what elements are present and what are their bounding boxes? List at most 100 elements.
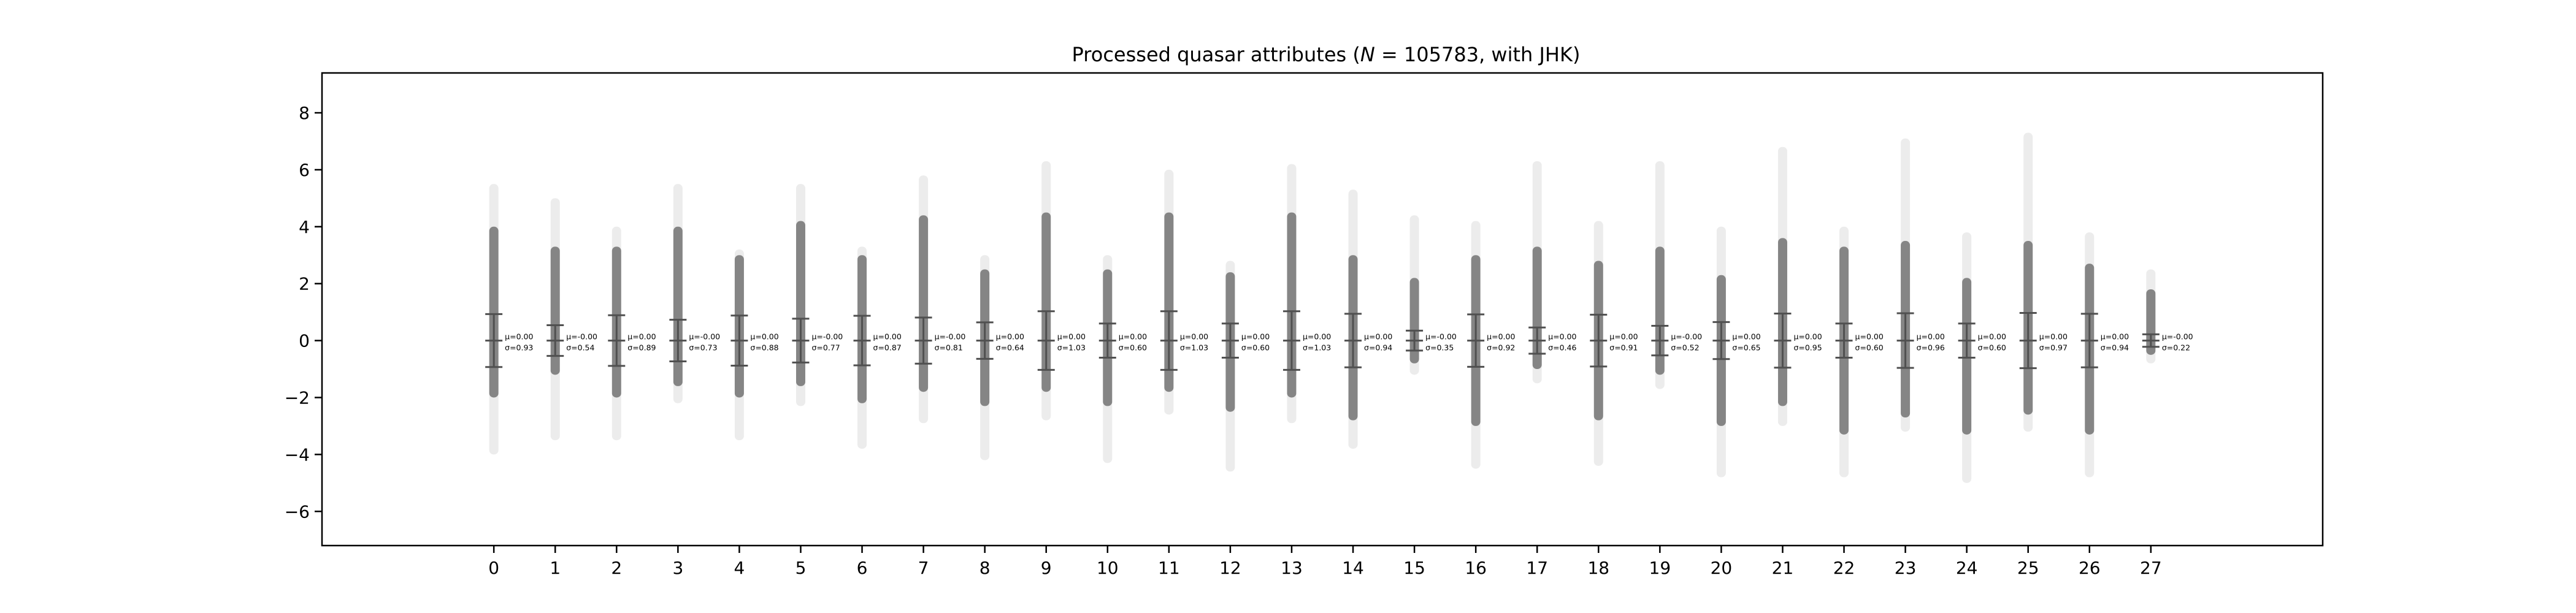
std-label: σ=0.96 <box>1917 343 1945 352</box>
mean-label: μ=0.00 <box>1303 332 1331 341</box>
errorbar-attribute-23 <box>1896 312 1914 369</box>
std-label: σ=0.89 <box>627 343 656 352</box>
chart-title-n: N <box>1360 43 1375 66</box>
strip-core <box>795 221 805 386</box>
x-tick-label: 5 <box>795 558 807 578</box>
std-label: σ=0.22 <box>2162 343 2190 352</box>
x-tick-label: 9 <box>1041 558 1052 578</box>
std-label: σ=0.54 <box>566 343 594 352</box>
x-axis: 0 1 2 3 4 5 6 7 8 9 10 11 12 13 14 15 16 17 18 19 20 21 22 23 24… <box>488 546 2162 578</box>
strip-core <box>1041 212 1051 392</box>
std-label: σ=0.73 <box>689 343 717 352</box>
errorbar-attribute-0 <box>485 313 503 368</box>
y-tick-label: −6 <box>285 501 310 522</box>
chart-title: Processed quasar attributes (N = 105783,… <box>1072 43 1581 66</box>
strip-core <box>1655 246 1665 375</box>
mean-label: μ=0.00 <box>2101 332 2129 341</box>
x-tick-label: 3 <box>672 558 683 578</box>
strip-attribute-23 <box>1901 138 1911 432</box>
errorbar-attribute-3 <box>669 319 687 362</box>
y-tick-label: 8 <box>299 103 310 123</box>
mean-label: μ=-0.00 <box>935 332 966 341</box>
errorbar-attribute-5 <box>792 318 810 364</box>
x-tick-label: 4 <box>734 558 745 578</box>
mean-label: μ=0.00 <box>1609 332 1638 341</box>
x-tick-label: 26 <box>2079 558 2101 578</box>
mean-label: μ=0.00 <box>1917 332 1945 341</box>
mean-label: μ=0.00 <box>873 332 902 341</box>
x-tick-label: 27 <box>2140 558 2162 578</box>
std-label: σ=0.35 <box>1425 343 1454 352</box>
x-tick-label: 23 <box>1895 558 1917 578</box>
strip-core <box>489 226 499 398</box>
std-label: σ=0.94 <box>1364 343 1392 352</box>
plot-frame <box>321 72 2324 547</box>
x-tick-label: 14 <box>1342 558 1364 578</box>
x-tick-label: 6 <box>857 558 868 578</box>
std-label: σ=0.60 <box>1855 343 1884 352</box>
strip-attribute-10 <box>1103 255 1113 463</box>
strip-core <box>550 246 560 375</box>
x-tick-label: 7 <box>918 558 929 578</box>
std-label: σ=0.95 <box>1793 343 1822 352</box>
std-label: σ=0.87 <box>873 343 902 352</box>
std-label: σ=1.03 <box>1057 343 1086 352</box>
errorbar-attribute-16 <box>1467 313 1485 368</box>
x-tick-label: 10 <box>1097 558 1119 578</box>
std-label: σ=0.60 <box>1241 343 1270 352</box>
std-label: σ=0.64 <box>996 343 1024 352</box>
errorbar-attribute-12 <box>1221 322 1239 359</box>
strip-attribute-21 <box>1777 147 1787 426</box>
data-strips <box>489 132 2156 483</box>
strip-attribute-25 <box>2023 132 2033 432</box>
strip-core <box>2146 289 2156 355</box>
errorbar-attribute-27 <box>2142 333 2160 348</box>
x-tick-label: 1 <box>550 558 561 578</box>
std-label: σ=0.97 <box>2039 343 2068 352</box>
std-label: σ=0.65 <box>1732 343 1760 352</box>
mean-label: μ=0.00 <box>1241 332 1270 341</box>
strip-attribute-3 <box>673 184 683 403</box>
errorbar-attribute-26 <box>2080 313 2098 368</box>
stat-labels: μ=0.00 σ=0.93 μ=-0.00 σ=0.54 μ=0.00 σ=0.89 μ=-… <box>505 332 2193 352</box>
mean-label: μ=0.00 <box>1119 332 1147 341</box>
x-tick-label: 15 <box>1403 558 1425 578</box>
x-tick-label: 18 <box>1587 558 1609 578</box>
strip-attribute-5 <box>795 184 805 406</box>
std-label: σ=0.91 <box>1609 343 1638 352</box>
mean-label: μ=-0.00 <box>566 332 597 341</box>
std-label: σ=1.03 <box>1303 343 1331 352</box>
strip-attribute-15 <box>1409 215 1419 375</box>
errorbar-attribute-20 <box>1712 321 1730 360</box>
mean-label: μ=0.00 <box>996 332 1024 341</box>
mean-label: μ=0.00 <box>1364 332 1392 341</box>
std-label: σ=0.52 <box>1671 343 1699 352</box>
mean-label: μ=-0.00 <box>1671 332 1702 341</box>
mean-label: μ=0.00 <box>750 332 778 341</box>
mean-label: μ=0.00 <box>505 332 533 341</box>
strip-core <box>673 226 683 386</box>
y-tick-label: 2 <box>299 274 310 294</box>
x-tick-label: 20 <box>1711 558 1733 578</box>
x-tick-label: 2 <box>611 558 622 578</box>
mean-label: μ=0.00 <box>1057 332 1086 341</box>
errorbar-attribute-18 <box>1590 313 1608 368</box>
mean-label: μ=0.00 <box>1487 332 1515 341</box>
y-tick-label: −4 <box>285 444 310 465</box>
mean-label: μ=0.00 <box>1855 332 1884 341</box>
mean-label: μ=0.00 <box>1732 332 1760 341</box>
std-label: σ=0.92 <box>1487 343 1515 352</box>
mean-label: μ=0.00 <box>1793 332 1822 341</box>
errorbar-attribute-7 <box>914 316 932 365</box>
strip-core <box>1532 246 1542 370</box>
std-label: σ=0.77 <box>811 343 840 352</box>
x-tick-label: 12 <box>1219 558 1241 578</box>
errorbar-attribute-9 <box>1037 310 1055 371</box>
strip-core <box>1164 212 1174 392</box>
strip-attribute-27 <box>2146 269 2156 364</box>
errorbar-attribute-2 <box>608 314 626 367</box>
mean-label: μ=-0.00 <box>1425 332 1457 341</box>
std-label: σ=0.88 <box>750 343 778 352</box>
std-label: σ=0.60 <box>1119 343 1147 352</box>
